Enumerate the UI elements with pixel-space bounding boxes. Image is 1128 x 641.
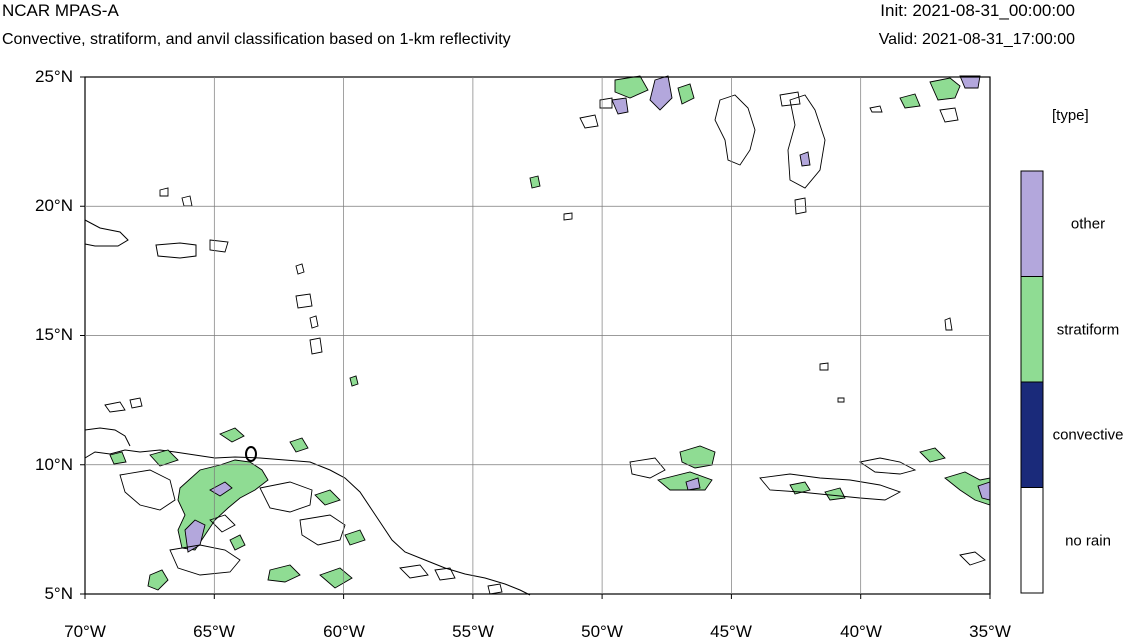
colorbar bbox=[1020, 170, 1044, 594]
contour-s-6 bbox=[434, 567, 456, 581]
axis-ticks bbox=[80, 76, 991, 599]
graticule bbox=[85, 77, 990, 594]
contour-itcz bbox=[759, 473, 902, 501]
lon-label-70: 70°W bbox=[64, 622, 106, 641]
coastline-south-america bbox=[84, 449, 531, 596]
contour-lesser-antilles-2 bbox=[295, 293, 313, 309]
precip-other-north-1 bbox=[649, 75, 673, 111]
contour-mid-13 bbox=[794, 197, 807, 215]
precip-other-venezuela bbox=[184, 519, 206, 553]
island-trinidad bbox=[245, 446, 257, 462]
precip-stratiform-north-1 bbox=[614, 75, 649, 99]
contour-mid-1 bbox=[563, 212, 573, 221]
legend-label-stratiform: stratiform bbox=[1056, 321, 1120, 339]
contour-mid-10 bbox=[599, 97, 613, 109]
lon-label-35: 35°W bbox=[969, 622, 1011, 641]
legend-label-convective: convective bbox=[1052, 426, 1124, 444]
contour-s-5 bbox=[399, 564, 429, 579]
colorbar-convective bbox=[1020, 381, 1044, 488]
legend-title: [type] bbox=[1052, 107, 1089, 124]
lon-label-40: 40°W bbox=[840, 622, 882, 641]
lat-label-20: 20°N bbox=[35, 196, 73, 215]
precip-other-north-4 bbox=[799, 151, 811, 167]
precip-stratiform-s3 bbox=[319, 567, 353, 589]
contour-mid-6 bbox=[209, 239, 229, 253]
plot-subtitle: Convective, stratiform, and anvil classi… bbox=[2, 31, 511, 48]
precip-stratiform-n4 bbox=[149, 449, 179, 467]
contour-mid-2 bbox=[944, 317, 953, 331]
legend-label-no-rain: no rain bbox=[1065, 532, 1111, 550]
precip-stratiform-sw bbox=[147, 569, 169, 591]
contour-mid-5 bbox=[959, 551, 986, 566]
coastlines bbox=[84, 219, 531, 596]
contour-north-3 bbox=[779, 91, 801, 107]
precip-stratiform-north-2 bbox=[677, 83, 695, 105]
contour-s-7 bbox=[487, 583, 503, 595]
precip-other-north-2 bbox=[611, 97, 629, 115]
precip-stratiform-s4 bbox=[344, 529, 366, 546]
precip-stratiform-s1 bbox=[229, 534, 246, 551]
precip-stratiform-n3 bbox=[109, 451, 127, 465]
contour-mid-9 bbox=[579, 114, 599, 129]
lat-label-10: 10°N bbox=[35, 455, 73, 474]
lat-label-25: 25°N bbox=[35, 67, 73, 86]
precip-other-north-3 bbox=[959, 75, 981, 89]
precip-stratiform-s2 bbox=[267, 564, 301, 583]
precip-stratiform-north-4 bbox=[899, 93, 921, 109]
precip-stratiform-itcz-2 bbox=[657, 471, 713, 491]
colorbar-stratiform bbox=[1020, 276, 1044, 383]
legend-label-other: other bbox=[1070, 215, 1106, 233]
contour-north-east bbox=[787, 94, 826, 189]
plot-title: NCAR MPAS-A bbox=[2, 1, 119, 20]
lon-label-55: 55°W bbox=[452, 622, 494, 641]
lat-label-15: 15°N bbox=[35, 325, 73, 344]
contour-itcz-3 bbox=[858, 457, 917, 475]
precip-other-venezuela-2 bbox=[209, 481, 233, 497]
valid-time: Valid: 2021-08-31_17:00:00 bbox=[878, 31, 1075, 48]
island-puerto-rico bbox=[155, 242, 197, 259]
coastline-puerto-rico-hispaniola bbox=[84, 219, 129, 247]
contour-mid-15 bbox=[129, 397, 143, 409]
contour-lesser-antilles-1 bbox=[295, 263, 305, 275]
contour-mid-7 bbox=[159, 187, 169, 197]
reflectivity-contours bbox=[104, 91, 986, 595]
contour-mid-8 bbox=[181, 195, 193, 207]
contour-venezuela-3 bbox=[169, 544, 241, 576]
coastline-venezuela-north bbox=[84, 427, 131, 447]
precip-stratiform-north-3 bbox=[929, 77, 961, 101]
colorbar-no-rain bbox=[1020, 487, 1044, 594]
contour-venezuela-2 bbox=[259, 481, 313, 513]
colorbar-other bbox=[1020, 170, 1044, 277]
lon-label-50: 50°W bbox=[581, 622, 623, 641]
contour-north-central bbox=[714, 94, 756, 166]
precip-stratiform-itcz-6 bbox=[824, 487, 846, 501]
contour-lesser-antilles-3 bbox=[309, 337, 323, 355]
precip-stratiform-n1 bbox=[219, 427, 245, 443]
contour-venezuela-1 bbox=[119, 469, 176, 511]
precip-features bbox=[109, 75, 991, 591]
precip-stratiform-north-5 bbox=[529, 175, 541, 189]
contour-mid-12 bbox=[869, 105, 883, 113]
contour-mid-16 bbox=[209, 514, 236, 533]
contour-lesser-antilles-4 bbox=[309, 315, 319, 329]
precip-stratiform-itcz-3 bbox=[919, 447, 946, 463]
lon-label-60: 60°W bbox=[323, 622, 365, 641]
init-time: Init: 2021-08-31_00:00:00 bbox=[880, 1, 1075, 20]
precip-stratiform-lesser-antilles bbox=[349, 375, 359, 387]
lon-label-65: 65°W bbox=[193, 622, 235, 641]
contour-mid-11 bbox=[939, 107, 959, 123]
contour-mid-4 bbox=[837, 397, 845, 403]
precip-other-itcz bbox=[685, 477, 701, 491]
precip-stratiform-n2 bbox=[289, 437, 309, 453]
contour-mid-14 bbox=[104, 401, 126, 413]
lat-label-5: 5°N bbox=[44, 584, 73, 603]
precip-stratiform-itcz-5 bbox=[789, 481, 811, 495]
contour-venezuela-4 bbox=[299, 514, 346, 546]
contour-itcz-2 bbox=[629, 457, 666, 479]
contour-mid-3 bbox=[819, 362, 829, 371]
lon-label-45: 45°W bbox=[710, 622, 752, 641]
precip-stratiform-e1 bbox=[314, 489, 341, 506]
